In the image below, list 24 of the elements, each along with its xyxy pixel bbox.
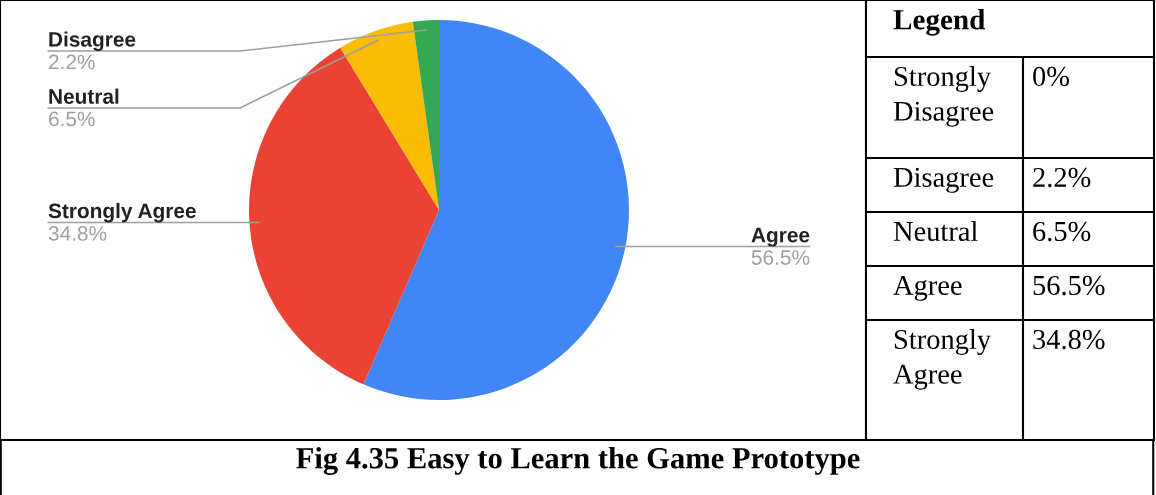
pie-slice <box>412 20 439 210</box>
slice-label: Neutral <box>49 88 119 104</box>
text: Strongly Disagree <box>893 66 994 127</box>
text: Strongly Agree <box>893 329 991 390</box>
data-label: 6.5% <box>49 111 95 127</box>
slice-label: Agree <box>751 227 810 247</box>
pie-slice <box>249 47 439 385</box>
text: Agree <box>893 275 962 301</box>
data-label: 34.8% <box>48 226 107 241</box>
data-label: 56.5% <box>751 250 810 265</box>
text: 34.8% <box>1033 329 1105 350</box>
text: 0% <box>1033 66 1069 87</box>
text: Disagree <box>893 167 994 193</box>
data-label: 2.2% <box>49 54 95 70</box>
text: 2.2% <box>1033 167 1091 188</box>
pie-slice <box>363 20 629 400</box>
slice-label: Strongly Agree <box>48 202 196 223</box>
text: 6.5% <box>1033 221 1091 242</box>
text: Neutral <box>893 221 978 242</box>
slice-label: Disagree <box>49 31 136 51</box>
text: Legend <box>893 9 986 36</box>
pie-slice <box>340 21 439 210</box>
text: Fig 4.35 Easy to Learn the Game Prototype <box>296 447 860 475</box>
text: 56.5% <box>1033 275 1105 296</box>
